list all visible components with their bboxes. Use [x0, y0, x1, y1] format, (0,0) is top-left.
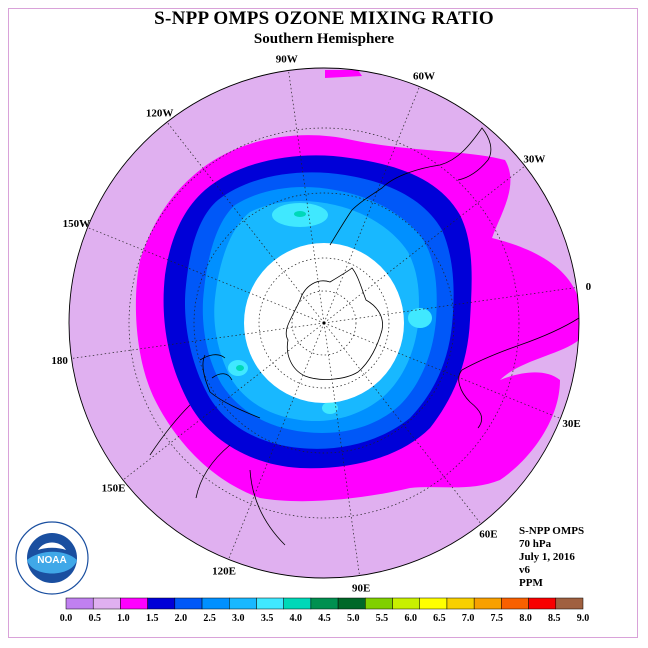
- colorbar-swatch: [147, 597, 176, 610]
- colorbar-label: 6.5: [433, 613, 446, 624]
- ozone-field: [69, 68, 579, 578]
- field-patch-teal-2: [236, 365, 244, 371]
- colorbar-swatch: [419, 597, 448, 610]
- map-subtitle: Southern Hemisphere: [253, 31, 395, 47]
- colorbar-swatch: [92, 597, 121, 610]
- page-frame: [8, 8, 638, 638]
- meridian-line: [87, 227, 325, 324]
- longitude-label: 60E: [479, 528, 497, 540]
- south-pole-dot: [322, 321, 326, 325]
- meridian-line: [166, 121, 325, 324]
- australia-coast: [149, 354, 286, 546]
- info-date: July 1, 2016: [519, 551, 575, 563]
- longitude-label: 150W: [63, 218, 91, 230]
- colorbar-label: 2.5: [203, 613, 216, 624]
- colorbar-label: 3.0: [232, 613, 245, 624]
- colorbar-label: 5.0: [347, 613, 360, 624]
- map-title: S-NPP OMPS OZONE MIXING RATIO: [154, 8, 494, 29]
- longitude-label: 30E: [562, 418, 580, 430]
- field-patch-cyan-3: [322, 402, 338, 414]
- coastlines: [149, 127, 580, 546]
- colorbar-label: 2.0: [175, 613, 188, 624]
- antarctica-coast: [285, 267, 383, 380]
- longitude-labels: 90W 60W 30W 0 30E 60E 90E 120E 150E 180 150W 120W: [51, 54, 591, 595]
- colorbar-swatch: [528, 597, 557, 610]
- field-patch-teal-1: [294, 211, 306, 217]
- colorbar-label: 6.0: [404, 613, 417, 624]
- meridian-line: [323, 322, 360, 576]
- colorbar-swatch: [365, 597, 393, 610]
- colorbar-swatch: [229, 597, 257, 610]
- noaa-logo-text: NOAA: [37, 555, 66, 566]
- longitude-label: 150E: [102, 482, 126, 494]
- africa-coast: [458, 317, 580, 429]
- colorbar-label: 5.5: [376, 613, 389, 624]
- colorbar-swatch: [555, 597, 584, 610]
- colorbar-label: 7.0: [462, 613, 475, 624]
- colorbar-label: 8.5: [548, 613, 561, 624]
- noaa-logo: NOAA: [15, 521, 89, 595]
- meridian-line: [228, 322, 325, 560]
- longitude-label: 180: [51, 355, 68, 367]
- graticule: [71, 70, 577, 576]
- colorbar-label: 7.5: [491, 613, 504, 624]
- colorbar-label: 1.0: [117, 613, 130, 624]
- longitude-label: 90W: [276, 54, 298, 66]
- colorbar-label: 3.5: [261, 613, 274, 624]
- colorbar-swatch: [120, 597, 148, 610]
- colorbar-swatch: [201, 597, 230, 610]
- colorbar-swatch: [174, 597, 203, 610]
- field-patch-cyan-4: [408, 308, 432, 328]
- info-block: S-NPP OMPS 70 hPa July 1, 2016 v6 PPM: [519, 525, 584, 590]
- colorbar-label: 9.0: [577, 613, 590, 624]
- colorbar-swatch: [65, 597, 94, 610]
- colorbar-swatch: [283, 597, 312, 610]
- map-boundary: [68, 67, 580, 579]
- colorbar-label: 0.5: [88, 613, 101, 624]
- colorbar-swatch: [473, 597, 502, 610]
- colorbar-swatches: [65, 597, 584, 610]
- colorbar-label: 1.5: [146, 613, 159, 624]
- longitude-label: 0: [586, 281, 592, 293]
- info-level: 70 hPa: [519, 538, 552, 550]
- info-instrument: S-NPP OMPS: [519, 525, 585, 537]
- meridian-line: [323, 322, 482, 525]
- longitude-label: 60W: [413, 70, 435, 82]
- colorbar-swatch: [256, 597, 284, 610]
- colorbar-swatch: [310, 597, 339, 610]
- south-america-coast: [329, 127, 492, 246]
- colorbar-label: 4.0: [290, 613, 303, 624]
- longitude-label: 120W: [146, 108, 174, 120]
- colorbar-labels: 0.0 0.5 1.0 1.5 2.0 2.5 3.0 3.5 4.0 4.5 5.0 5.5 6.0 6…: [60, 613, 590, 624]
- meridian-line: [323, 165, 526, 324]
- longitude-label: 90E: [352, 582, 370, 594]
- meridian-line: [323, 287, 577, 324]
- colorbar-label: 4.5: [318, 613, 331, 624]
- colorbar-label: 0.0: [60, 613, 73, 624]
- info-units: PPM: [519, 577, 543, 589]
- colorbar-swatch: [501, 597, 529, 610]
- meridian-line: [323, 86, 420, 324]
- meridian-line: [288, 70, 325, 324]
- new-zealand-coast: [199, 354, 233, 381]
- meridian-line: [122, 322, 325, 481]
- colorbar-label: 8.0: [519, 613, 532, 624]
- colorbar-swatch: [392, 597, 420, 610]
- colorbar-swatch: [337, 597, 366, 610]
- colorbar-swatch: [446, 597, 475, 610]
- longitude-label: 120E: [212, 566, 236, 578]
- info-version: v6: [519, 564, 530, 576]
- longitude-label: 30W: [523, 154, 545, 166]
- meridian-line: [323, 322, 561, 419]
- meridian-line: [71, 322, 325, 359]
